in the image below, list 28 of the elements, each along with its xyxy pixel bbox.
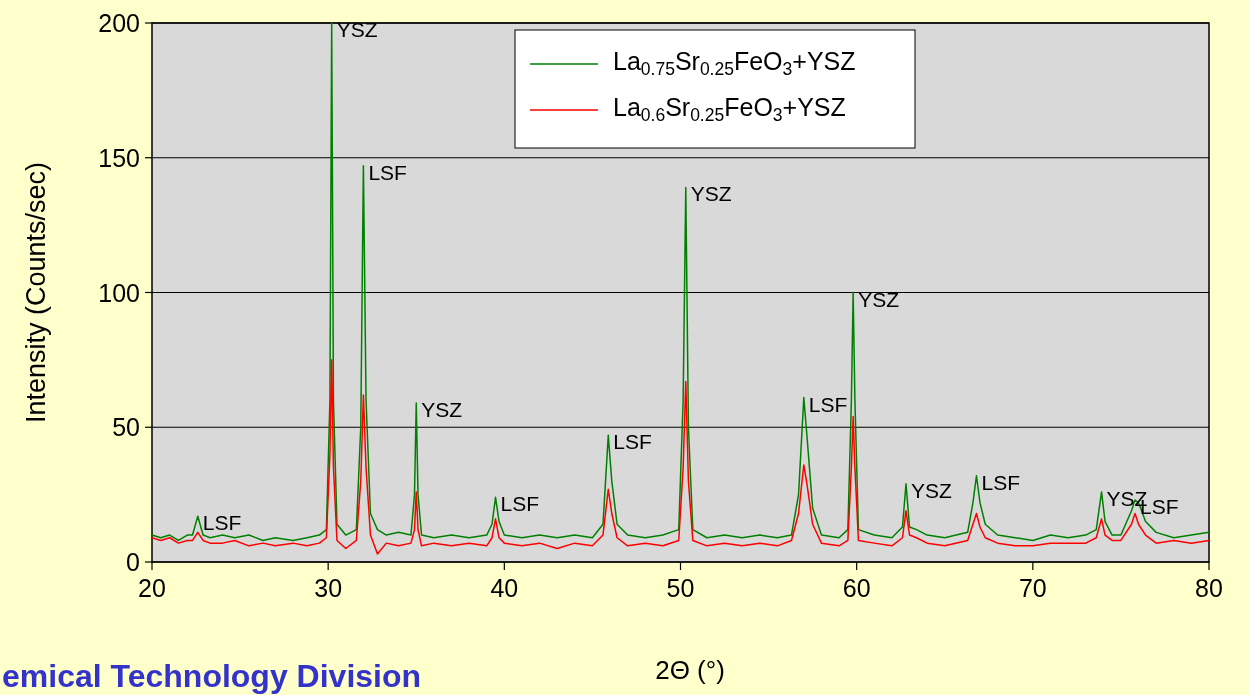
x-tick-label: 50 <box>666 574 695 602</box>
annotation: YSZ <box>910 478 953 502</box>
y-tick-label: 0 <box>126 548 140 576</box>
legend-label: La$_{0.6}$Sr$_{0.25}$FeO$_{3}$+YSZ <box>613 93 846 126</box>
annotation: LSF <box>500 492 540 516</box>
annotation: LSF <box>368 160 407 184</box>
annotation: YSZ <box>690 182 732 206</box>
annotation: YSZ <box>421 397 463 421</box>
x-tick-label: 30 <box>314 574 343 602</box>
y-tick-label: 100 <box>98 278 140 307</box>
annotation: YSZ <box>336 18 378 41</box>
x-axis-title: 2Θ (°) <box>655 655 725 685</box>
annotation: LSF <box>808 392 848 416</box>
y-tick-label: 50 <box>112 413 140 442</box>
text: emical Technology Division <box>2 658 422 694</box>
annotation: LSF <box>981 470 1020 494</box>
x-tick-label: 20 <box>138 574 166 602</box>
annotation: LSF <box>613 430 652 454</box>
y-tick-label: 200 <box>98 9 140 37</box>
x-tick-label: 70 <box>1018 574 1047 602</box>
annotation: YSZ <box>858 287 900 311</box>
annotation: LSF <box>202 511 242 535</box>
x-tick-label: 40 <box>490 574 519 602</box>
x-tick-label: 80 <box>1195 574 1223 602</box>
y-axis-title: Intensity (Counts/sec) <box>21 161 51 424</box>
legend-label: La$_{0.75}$Sr$_{0.25}$FeO$_{3}$+YSZ <box>613 47 856 80</box>
y-tick-label: 150 <box>98 143 140 172</box>
x-tick-label: 60 <box>842 574 871 602</box>
